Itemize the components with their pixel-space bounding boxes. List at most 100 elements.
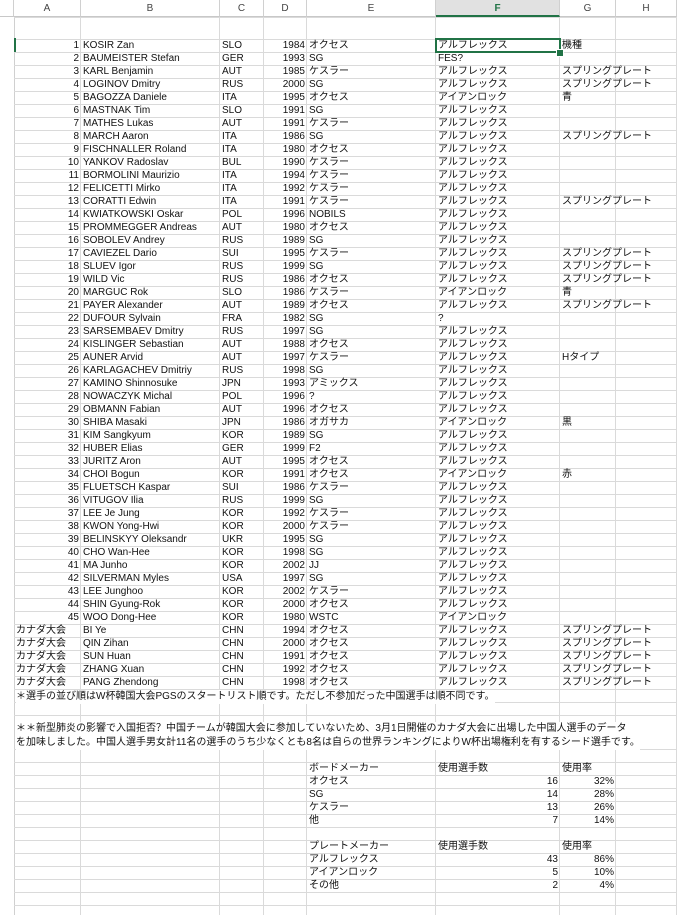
plate-note-cell[interactable]: スプリングプレート <box>562 248 652 259</box>
plate-note-cell[interactable] <box>560 208 616 221</box>
board-maker-cell[interactable]: ケスラー <box>309 196 349 207</box>
nation-cell[interactable]: ITA <box>222 144 237 155</box>
row-number-cell[interactable]: カナダ大会 <box>16 651 66 662</box>
row-number-cell[interactable]: 34 <box>67 469 79 480</box>
row-number-cell[interactable]: 7 <box>73 118 79 129</box>
birth-year-cell[interactable]: 1999 <box>282 443 305 454</box>
board-maker-cell[interactable]: ケスラー <box>309 248 349 259</box>
board-summary-maker-cell[interactable]: オクセス <box>309 776 349 787</box>
birth-year-cell[interactable]: 1986 <box>282 482 305 493</box>
plate-maker-cell[interactable]: アルフレックス <box>438 66 508 77</box>
board-maker-cell[interactable]: SG <box>309 105 324 116</box>
fill-handle[interactable] <box>556 49 564 57</box>
nation-cell[interactable]: SLO <box>222 40 243 51</box>
player-name-cell[interactable]: LOGINOV Dmitry <box>83 79 161 90</box>
player-name-cell[interactable]: BAGOZZA Daniele <box>83 92 167 103</box>
nation-cell[interactable]: AUT <box>222 339 242 350</box>
player-name-cell[interactable]: KARL Benjamin <box>83 66 154 77</box>
board-maker-cell[interactable]: オクセス <box>309 144 349 155</box>
nation-cell[interactable]: RUS <box>222 495 244 506</box>
plate-note-cell[interactable] <box>560 377 616 390</box>
plate-note-cell[interactable] <box>560 481 616 494</box>
board-maker-cell[interactable]: オクセス <box>309 469 349 480</box>
column-header-h[interactable]: H <box>616 0 677 17</box>
board-summary-rate-cell[interactable]: 28% <box>593 789 614 800</box>
player-name-cell[interactable]: SUN Huan <box>83 651 131 662</box>
board-maker-cell[interactable]: ケスラー <box>309 482 349 493</box>
row-number-cell[interactable]: 15 <box>67 222 79 233</box>
player-name-cell[interactable]: KISLINGER Sebastian <box>83 339 184 350</box>
player-name-cell[interactable]: KIM Sangkyum <box>83 430 151 441</box>
nation-cell[interactable]: POL <box>222 391 243 402</box>
row-number-cell[interactable]: 4 <box>73 79 79 90</box>
player-name-cell[interactable]: KARLAGACHEV Dmitriy <box>83 365 192 376</box>
nation-cell[interactable]: GER <box>222 443 244 454</box>
player-name-cell[interactable]: BI Ye <box>83 625 107 636</box>
board-maker-cell[interactable]: ケスラー <box>309 352 349 363</box>
row-number-cell[interactable]: 30 <box>67 417 79 428</box>
birth-year-cell[interactable]: 1998 <box>282 547 305 558</box>
player-name-cell[interactable]: OBMANN Fabian <box>83 404 161 415</box>
plate-note-cell[interactable]: スプリングプレート <box>562 66 652 77</box>
board-summary-rate-cell[interactable]: 32% <box>593 776 614 787</box>
plate-note-cell[interactable] <box>560 117 616 130</box>
row-number-cell[interactable]: 23 <box>67 326 79 337</box>
birth-year-cell[interactable]: 1997 <box>282 573 305 584</box>
board-maker-cell[interactable]: ケスラー <box>309 170 349 181</box>
nation-cell[interactable]: RUS <box>222 261 244 272</box>
birth-year-cell[interactable]: 1994 <box>282 170 305 181</box>
plate-note-cell[interactable] <box>560 182 616 195</box>
plate-maker-cell[interactable]: FES? <box>438 53 464 64</box>
birth-year-cell[interactable]: 1996 <box>282 404 305 415</box>
nation-cell[interactable]: POL <box>222 209 243 220</box>
board-maker-cell[interactable]: オクセス <box>309 599 349 610</box>
plate-maker-cell[interactable]: アルフレックス <box>438 131 508 142</box>
player-name-cell[interactable]: JURITZ Aron <box>83 456 141 467</box>
nation-cell[interactable]: ITA <box>222 170 237 181</box>
board-maker-cell[interactable]: ケスラー <box>309 508 349 519</box>
plate-maker-cell[interactable]: アイアンロック <box>438 287 508 298</box>
board-summary-rate-cell[interactable]: 26% <box>593 802 614 813</box>
plate-summary-header-rate[interactable]: 使用率 <box>562 841 592 852</box>
board-maker-cell[interactable]: NOBILS <box>309 209 346 220</box>
plate-note-cell[interactable]: スプリングプレート <box>562 79 652 90</box>
plate-note-cell[interactable]: 機種 <box>562 40 582 51</box>
nation-cell[interactable]: UKR <box>222 534 244 545</box>
birth-year-cell[interactable]: 1989 <box>282 235 305 246</box>
nation-cell[interactable]: AUT <box>222 404 242 415</box>
player-name-cell[interactable]: LEE Je Jung <box>83 508 140 519</box>
plate-note-cell[interactable] <box>560 325 616 338</box>
player-name-cell[interactable]: PANG Zhendong <box>83 677 159 688</box>
plate-summary-rate-cell[interactable]: 86% <box>593 854 614 865</box>
birth-year-cell[interactable]: 1995 <box>282 534 305 545</box>
player-name-cell[interactable]: FISCHNALLER Roland <box>83 144 187 155</box>
board-maker-cell[interactable]: オクセス <box>309 222 349 233</box>
plate-maker-cell[interactable]: アルフレックス <box>438 261 508 272</box>
birth-year-cell[interactable]: 1985 <box>282 66 305 77</box>
birth-year-cell[interactable]: 1992 <box>282 508 305 519</box>
board-maker-cell[interactable]: JJ <box>309 560 319 571</box>
board-maker-cell[interactable]: オクセス <box>309 92 349 103</box>
row-number-cell[interactable]: 2 <box>73 53 79 64</box>
plate-maker-cell[interactable]: アルフレックス <box>438 599 508 610</box>
plate-maker-cell[interactable]: アルフレックス <box>438 118 508 129</box>
plate-note-cell[interactable] <box>560 169 616 182</box>
nation-cell[interactable]: KOR <box>222 586 244 597</box>
plate-note-cell[interactable]: 黒 <box>562 417 572 428</box>
plate-note-cell[interactable] <box>560 455 616 468</box>
plate-note-cell[interactable]: スプリングプレート <box>562 625 652 636</box>
plate-maker-cell[interactable]: アイアンロック <box>438 612 508 623</box>
plate-maker-cell[interactable]: アルフレックス <box>438 339 508 350</box>
board-summary-maker-cell[interactable]: SG <box>309 789 324 800</box>
column-header-b[interactable]: B <box>81 0 220 17</box>
plate-maker-cell[interactable]: アルフレックス <box>438 404 508 415</box>
board-summary-count-cell[interactable]: 16 <box>546 776 558 787</box>
player-name-cell[interactable]: QIN Zihan <box>83 638 129 649</box>
player-name-cell[interactable]: BAUMEISTER Stefan <box>83 53 180 64</box>
selected-cell-f[interactable] <box>435 38 561 53</box>
player-name-cell[interactable]: VITUGOV Ilia <box>83 495 144 506</box>
row-number-cell[interactable]: 9 <box>73 144 79 155</box>
row-number-cell[interactable]: 41 <box>67 560 79 571</box>
player-name-cell[interactable]: ZHANG Xuan <box>83 664 145 675</box>
plate-maker-cell[interactable]: アルフレックス <box>438 222 508 233</box>
